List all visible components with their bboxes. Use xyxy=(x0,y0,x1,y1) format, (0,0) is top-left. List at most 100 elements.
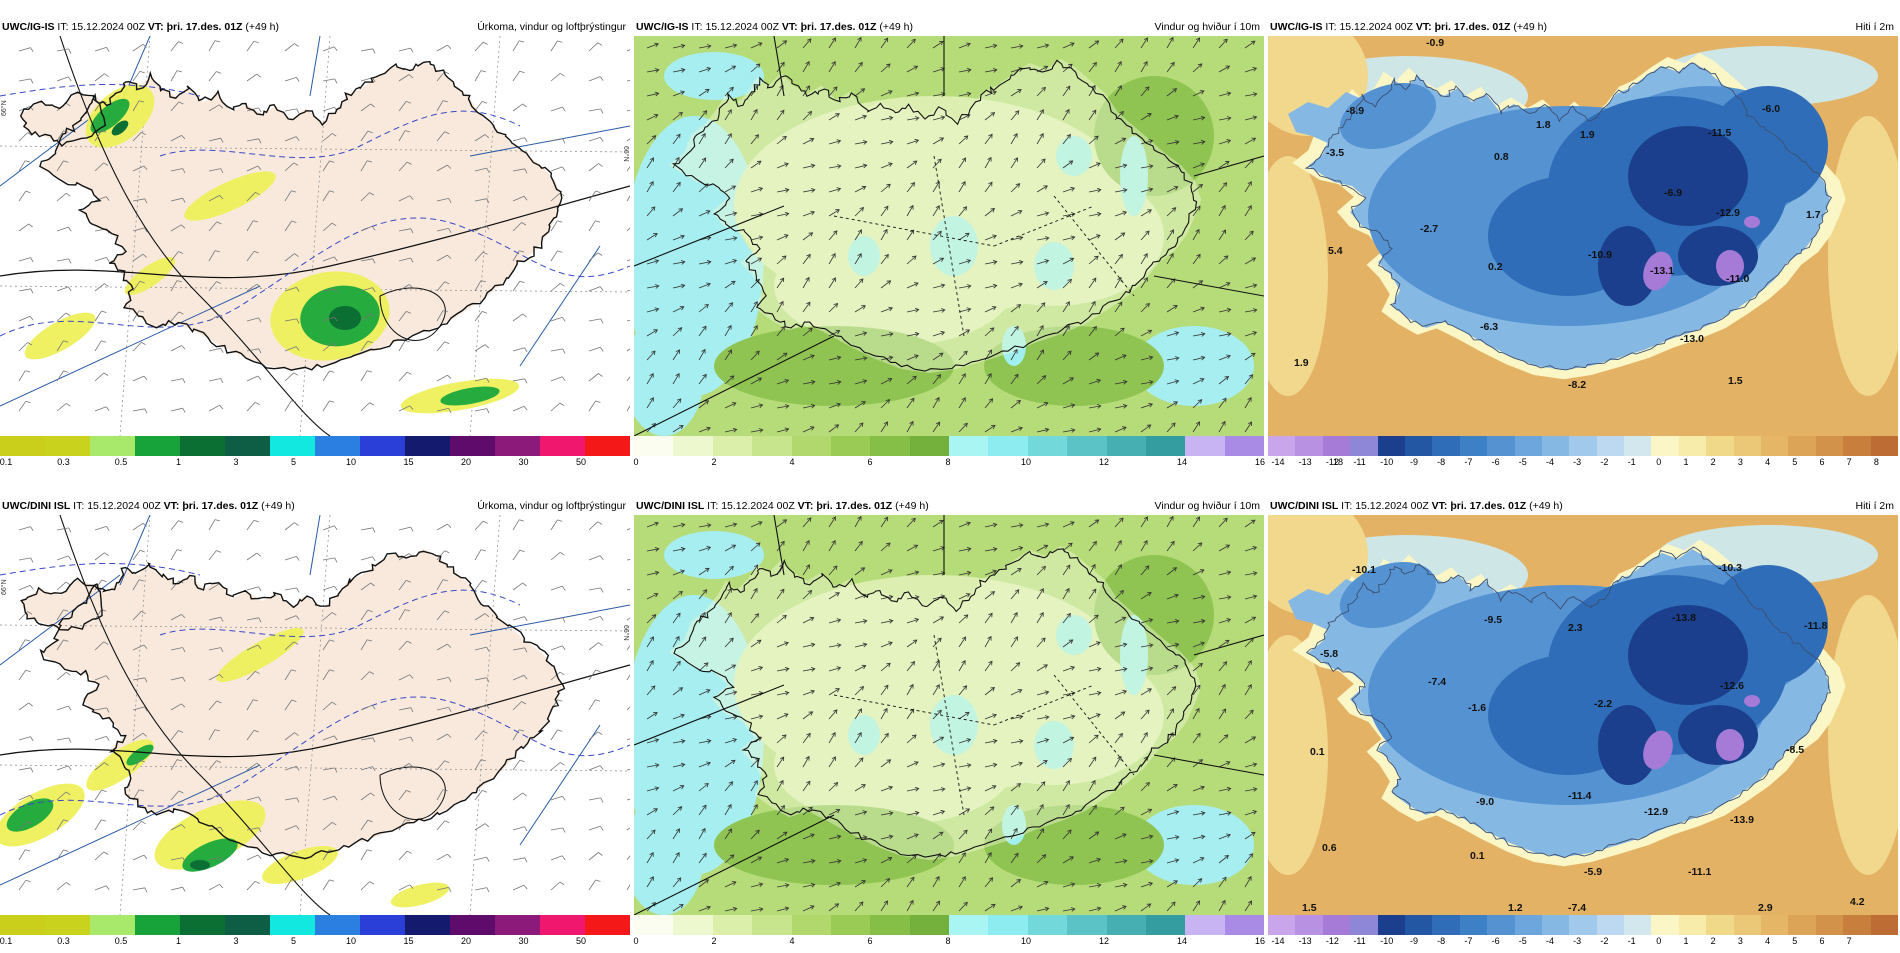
color-scale-tick: 14 xyxy=(1176,457,1188,467)
color-scale-tick: 50 xyxy=(575,457,587,467)
color-scale-tick: -5 xyxy=(1518,936,1527,946)
temperature-value: 5.4 xyxy=(1328,245,1343,257)
color-scale-swatch xyxy=(90,436,135,456)
it-value: 15.12.2024 00Z xyxy=(705,21,779,33)
color-scale-tick: 0.1 xyxy=(0,936,13,946)
map-area[interactable] xyxy=(634,515,1264,915)
color-scale-swatch xyxy=(450,915,495,935)
color-scale-swatch xyxy=(1514,915,1542,935)
temperature-value: -10.3 xyxy=(1718,562,1742,574)
color-scale-swatch xyxy=(495,436,540,456)
color-scale-swatch xyxy=(1514,436,1542,456)
color-scale-swatch xyxy=(1843,436,1871,456)
color-scale-tick: 5 xyxy=(1792,936,1798,946)
temperature-value: -7.4 xyxy=(1428,676,1446,688)
color-scale-swatch xyxy=(791,436,831,456)
model: UWC/IG-IS xyxy=(636,21,689,33)
color-scale-swatch xyxy=(712,915,753,935)
color-scale-tick: 10 xyxy=(1020,457,1032,467)
color-scale-swatch xyxy=(949,436,989,456)
color-scale-swatch xyxy=(495,915,540,935)
color-scale-swatch xyxy=(1067,436,1107,456)
color-scale-swatch xyxy=(405,436,450,456)
temperature-value: -11.0 xyxy=(1726,273,1750,285)
color-scale-swatch xyxy=(909,436,949,456)
color-scale-labels: -14 -13 -12 -11 -10 -9 -8 -7 -6 -5 -4 -3 -2 -1 0 1 2 3 4 5 6… xyxy=(1268,456,1898,470)
color-scale-tick: -14 xyxy=(1271,936,1285,946)
lead: (+49 h) xyxy=(261,500,295,512)
color-scale-swatch xyxy=(1350,436,1378,456)
color-scale-swatch xyxy=(1815,436,1844,456)
temperature-contours xyxy=(0,562,630,816)
wind-barbs xyxy=(18,519,630,893)
color-scale-swatch xyxy=(270,915,315,935)
color-scale-tick: 1 xyxy=(175,457,182,467)
panel-header: UWC/IG-IS IT: 15.12.2024 00Z VT: þri. 17… xyxy=(0,18,630,36)
temperature-value: -9.0 xyxy=(1476,796,1494,808)
color-scale-tick: 0 xyxy=(633,936,639,946)
color-scale-tick: 1 xyxy=(1683,457,1689,467)
color-scale-swatch xyxy=(1733,915,1762,935)
temperature-value: -11.1 xyxy=(1688,866,1712,878)
color-scale-tick: 3 xyxy=(233,457,239,467)
color-scale-tick: -7 xyxy=(1464,457,1473,467)
temperature-value: -13.8 xyxy=(1672,612,1696,624)
color-scale-tick: -8 xyxy=(1437,936,1446,946)
color-scale-swatch xyxy=(752,436,792,456)
color-scale-swatch xyxy=(1404,436,1433,456)
color-scale-tick: 20 xyxy=(460,457,472,467)
color-scale-tick: 2 xyxy=(711,936,717,946)
color-scale-swatch xyxy=(1145,915,1186,935)
color-scale-swatch xyxy=(1678,915,1707,935)
color-scale-swatch xyxy=(1295,915,1323,935)
map-area[interactable]: 66°N 66°N xyxy=(0,36,630,436)
panel-header: UWC/DINI ISL IT: 15.12.2024 00Z VT: þri.… xyxy=(634,497,1264,515)
map-area[interactable]: -10.1 -10.3 -5.8 -7.4 -9.5 2.3 -13.8 -11.8 -1.6 -… xyxy=(1268,515,1898,915)
panel-precip-p4: UWC/DINI ISL IT: 15.12.2024 00Z VT: þri.… xyxy=(0,497,630,953)
color-scale-tick: 6 xyxy=(1819,457,1825,467)
map-area[interactable]: 66°N 66°N xyxy=(0,515,630,915)
color-scale-swatch xyxy=(1322,436,1351,456)
color-scale-swatch xyxy=(1027,915,1068,935)
color-scale-tick: -11 xyxy=(1353,457,1366,467)
temperature-value: -10.1 xyxy=(1352,564,1376,576)
panel-header: UWC/IG-IS IT: 15.12.2024 00Z VT: þri. 17… xyxy=(1268,18,1898,36)
color-scale-swatch xyxy=(1788,436,1816,456)
color-scale-swatch xyxy=(1596,436,1625,456)
color-scale-swatch xyxy=(1322,915,1351,935)
color-scale-tick: -11 xyxy=(1353,936,1366,946)
map-area[interactable]: -0.9 -8.9 -3.5 1.8 0.8 1.9 -11.5 -6.0 -6.9 -12.9 1… xyxy=(1268,36,1898,436)
color-scale-swatch xyxy=(540,915,585,935)
temperature-value: 0.1 xyxy=(1470,850,1485,862)
map-area[interactable] xyxy=(634,36,1264,436)
color-scale-swatch xyxy=(315,915,360,935)
color-scale-tick: 0 xyxy=(1656,457,1662,467)
color-scale-swatch xyxy=(45,436,90,456)
color-scale-swatch xyxy=(540,436,585,456)
land-mass xyxy=(40,549,562,857)
it-value: 15.12.2024 00Z xyxy=(721,500,795,512)
it-value: 15.12.2024 00Z xyxy=(1339,21,1413,33)
vt-value: þri. 17.des. 01Z xyxy=(182,500,259,512)
panel-header: UWC/IG-IS IT: 15.12.2024 00Z VT: þri. 17… xyxy=(634,18,1264,36)
color-scale-swatch xyxy=(1459,915,1488,935)
color-scale-swatch xyxy=(909,915,949,935)
color-scale-swatch xyxy=(1350,915,1378,935)
color-scale-tick: 3 xyxy=(1737,936,1743,946)
color-scale-tick: 0.5 xyxy=(114,936,128,946)
temperature-value: 1.8 xyxy=(1536,119,1551,131)
color-scale-tick: 2 xyxy=(1710,457,1716,467)
temperature-value: -5.8 xyxy=(1320,648,1338,660)
color-scale-swatch xyxy=(1268,915,1296,935)
color-scale-tick: 30 xyxy=(518,457,529,467)
color-scale-tick: -12 xyxy=(1325,457,1339,467)
color-scale-tick: 12 xyxy=(1098,936,1110,946)
temperature-value: -11.4 xyxy=(1568,790,1592,802)
color-scale-swatch xyxy=(1678,436,1707,456)
color-scale-tick: 0.5 xyxy=(114,457,128,467)
model: UWC/DINI ISL xyxy=(2,500,71,512)
color-scale-tick: -3 xyxy=(1573,457,1582,467)
product-title: Vindur og hviður í 10m xyxy=(1154,500,1260,512)
color-scale-swatch xyxy=(1870,436,1898,456)
color-scale-tick: 30 xyxy=(518,936,529,946)
